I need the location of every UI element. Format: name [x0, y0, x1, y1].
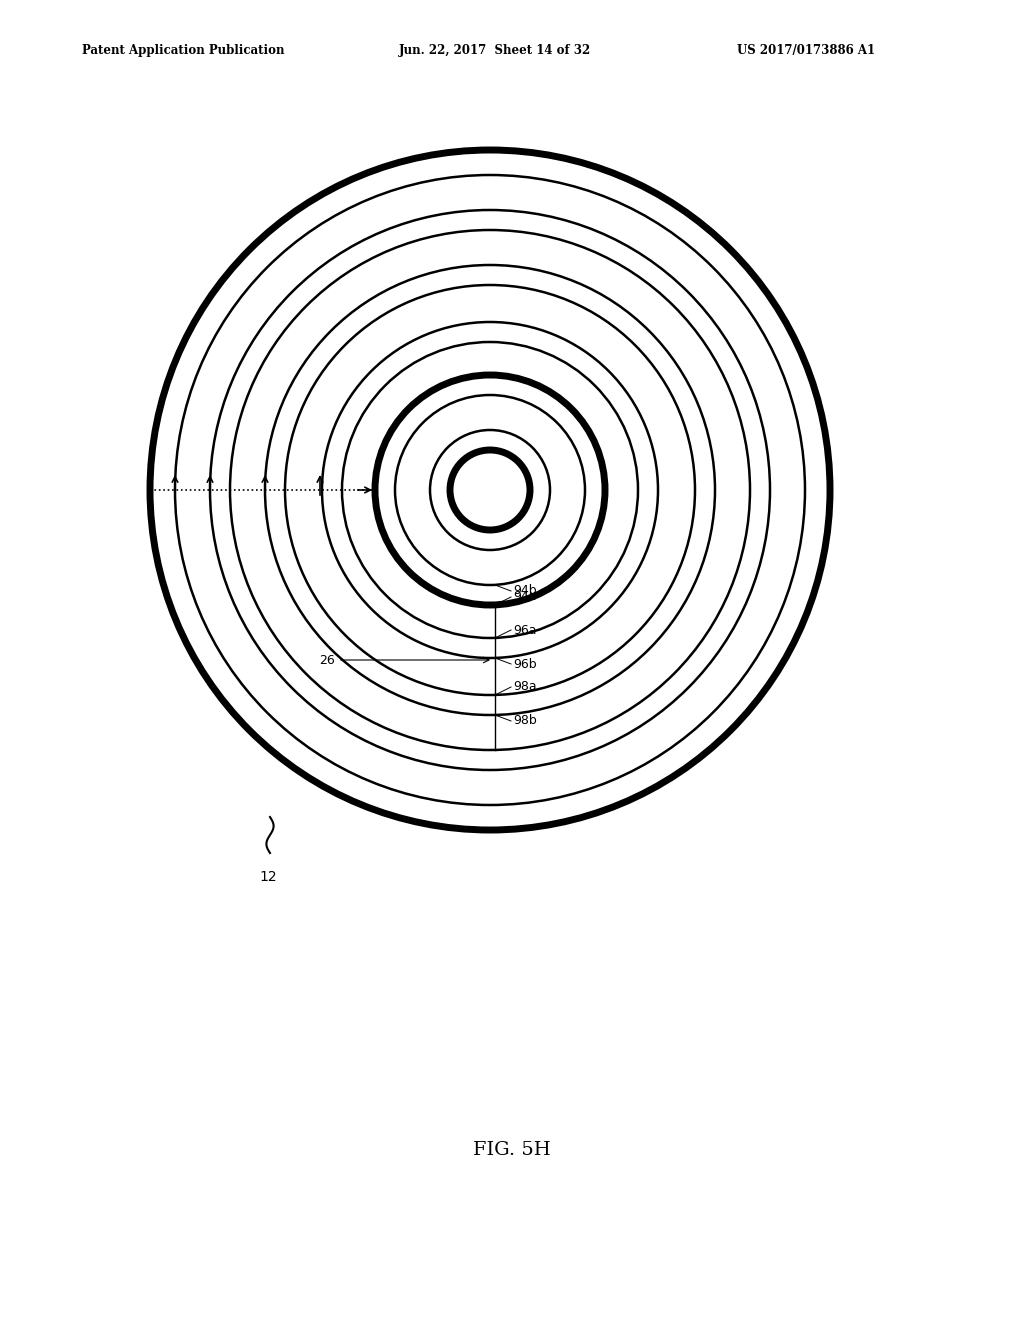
Text: 94a: 94a	[513, 590, 537, 603]
Text: Jun. 22, 2017  Sheet 14 of 32: Jun. 22, 2017 Sheet 14 of 32	[399, 44, 592, 57]
Text: 98b: 98b	[513, 714, 537, 727]
Text: Patent Application Publication: Patent Application Publication	[82, 44, 285, 57]
Text: 96b: 96b	[513, 657, 537, 671]
Text: 98a: 98a	[513, 681, 537, 693]
Text: US 2017/0173886 A1: US 2017/0173886 A1	[737, 44, 876, 57]
Text: 12: 12	[259, 870, 276, 884]
Text: 94b: 94b	[513, 585, 537, 598]
Text: 26: 26	[319, 653, 335, 667]
Text: FIG. 5H: FIG. 5H	[473, 1140, 551, 1159]
Text: 96a: 96a	[513, 623, 537, 636]
